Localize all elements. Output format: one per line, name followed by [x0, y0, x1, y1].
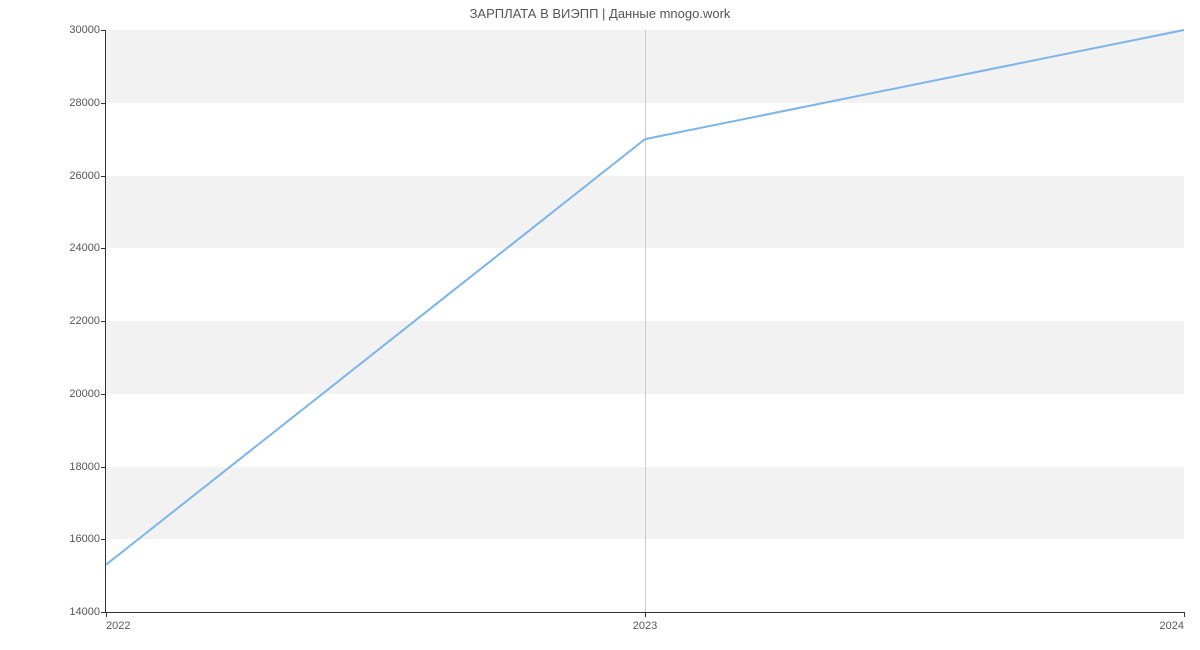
x-tick-label: 2023	[633, 620, 657, 632]
plot-area: 1400016000180002000022000240002600028000…	[105, 30, 1184, 613]
x-tick-label: 2022	[106, 620, 130, 632]
x-tick-label: 2024	[1160, 620, 1184, 632]
y-tick-label: 18000	[69, 461, 100, 473]
x-tick-mark	[645, 612, 646, 617]
y-tick-label: 16000	[69, 533, 100, 545]
y-tick-label: 30000	[69, 24, 100, 36]
x-tick-mark	[1184, 612, 1185, 617]
y-tick-label: 14000	[69, 606, 100, 618]
chart-title: ЗАРПЛАТА В ВИЭПП | Данные mnogo.work	[0, 6, 1200, 21]
x-tick-mark	[106, 612, 107, 617]
series-line-salary	[106, 30, 1184, 565]
chart-container: { "chart": { "type": "line", "title": "З…	[0, 0, 1200, 650]
y-tick-label: 26000	[69, 170, 100, 182]
y-tick-label: 20000	[69, 388, 100, 400]
y-tick-label: 28000	[69, 97, 100, 109]
series-layer	[106, 30, 1184, 612]
y-tick-label: 22000	[69, 315, 100, 327]
y-tick-label: 24000	[69, 242, 100, 254]
